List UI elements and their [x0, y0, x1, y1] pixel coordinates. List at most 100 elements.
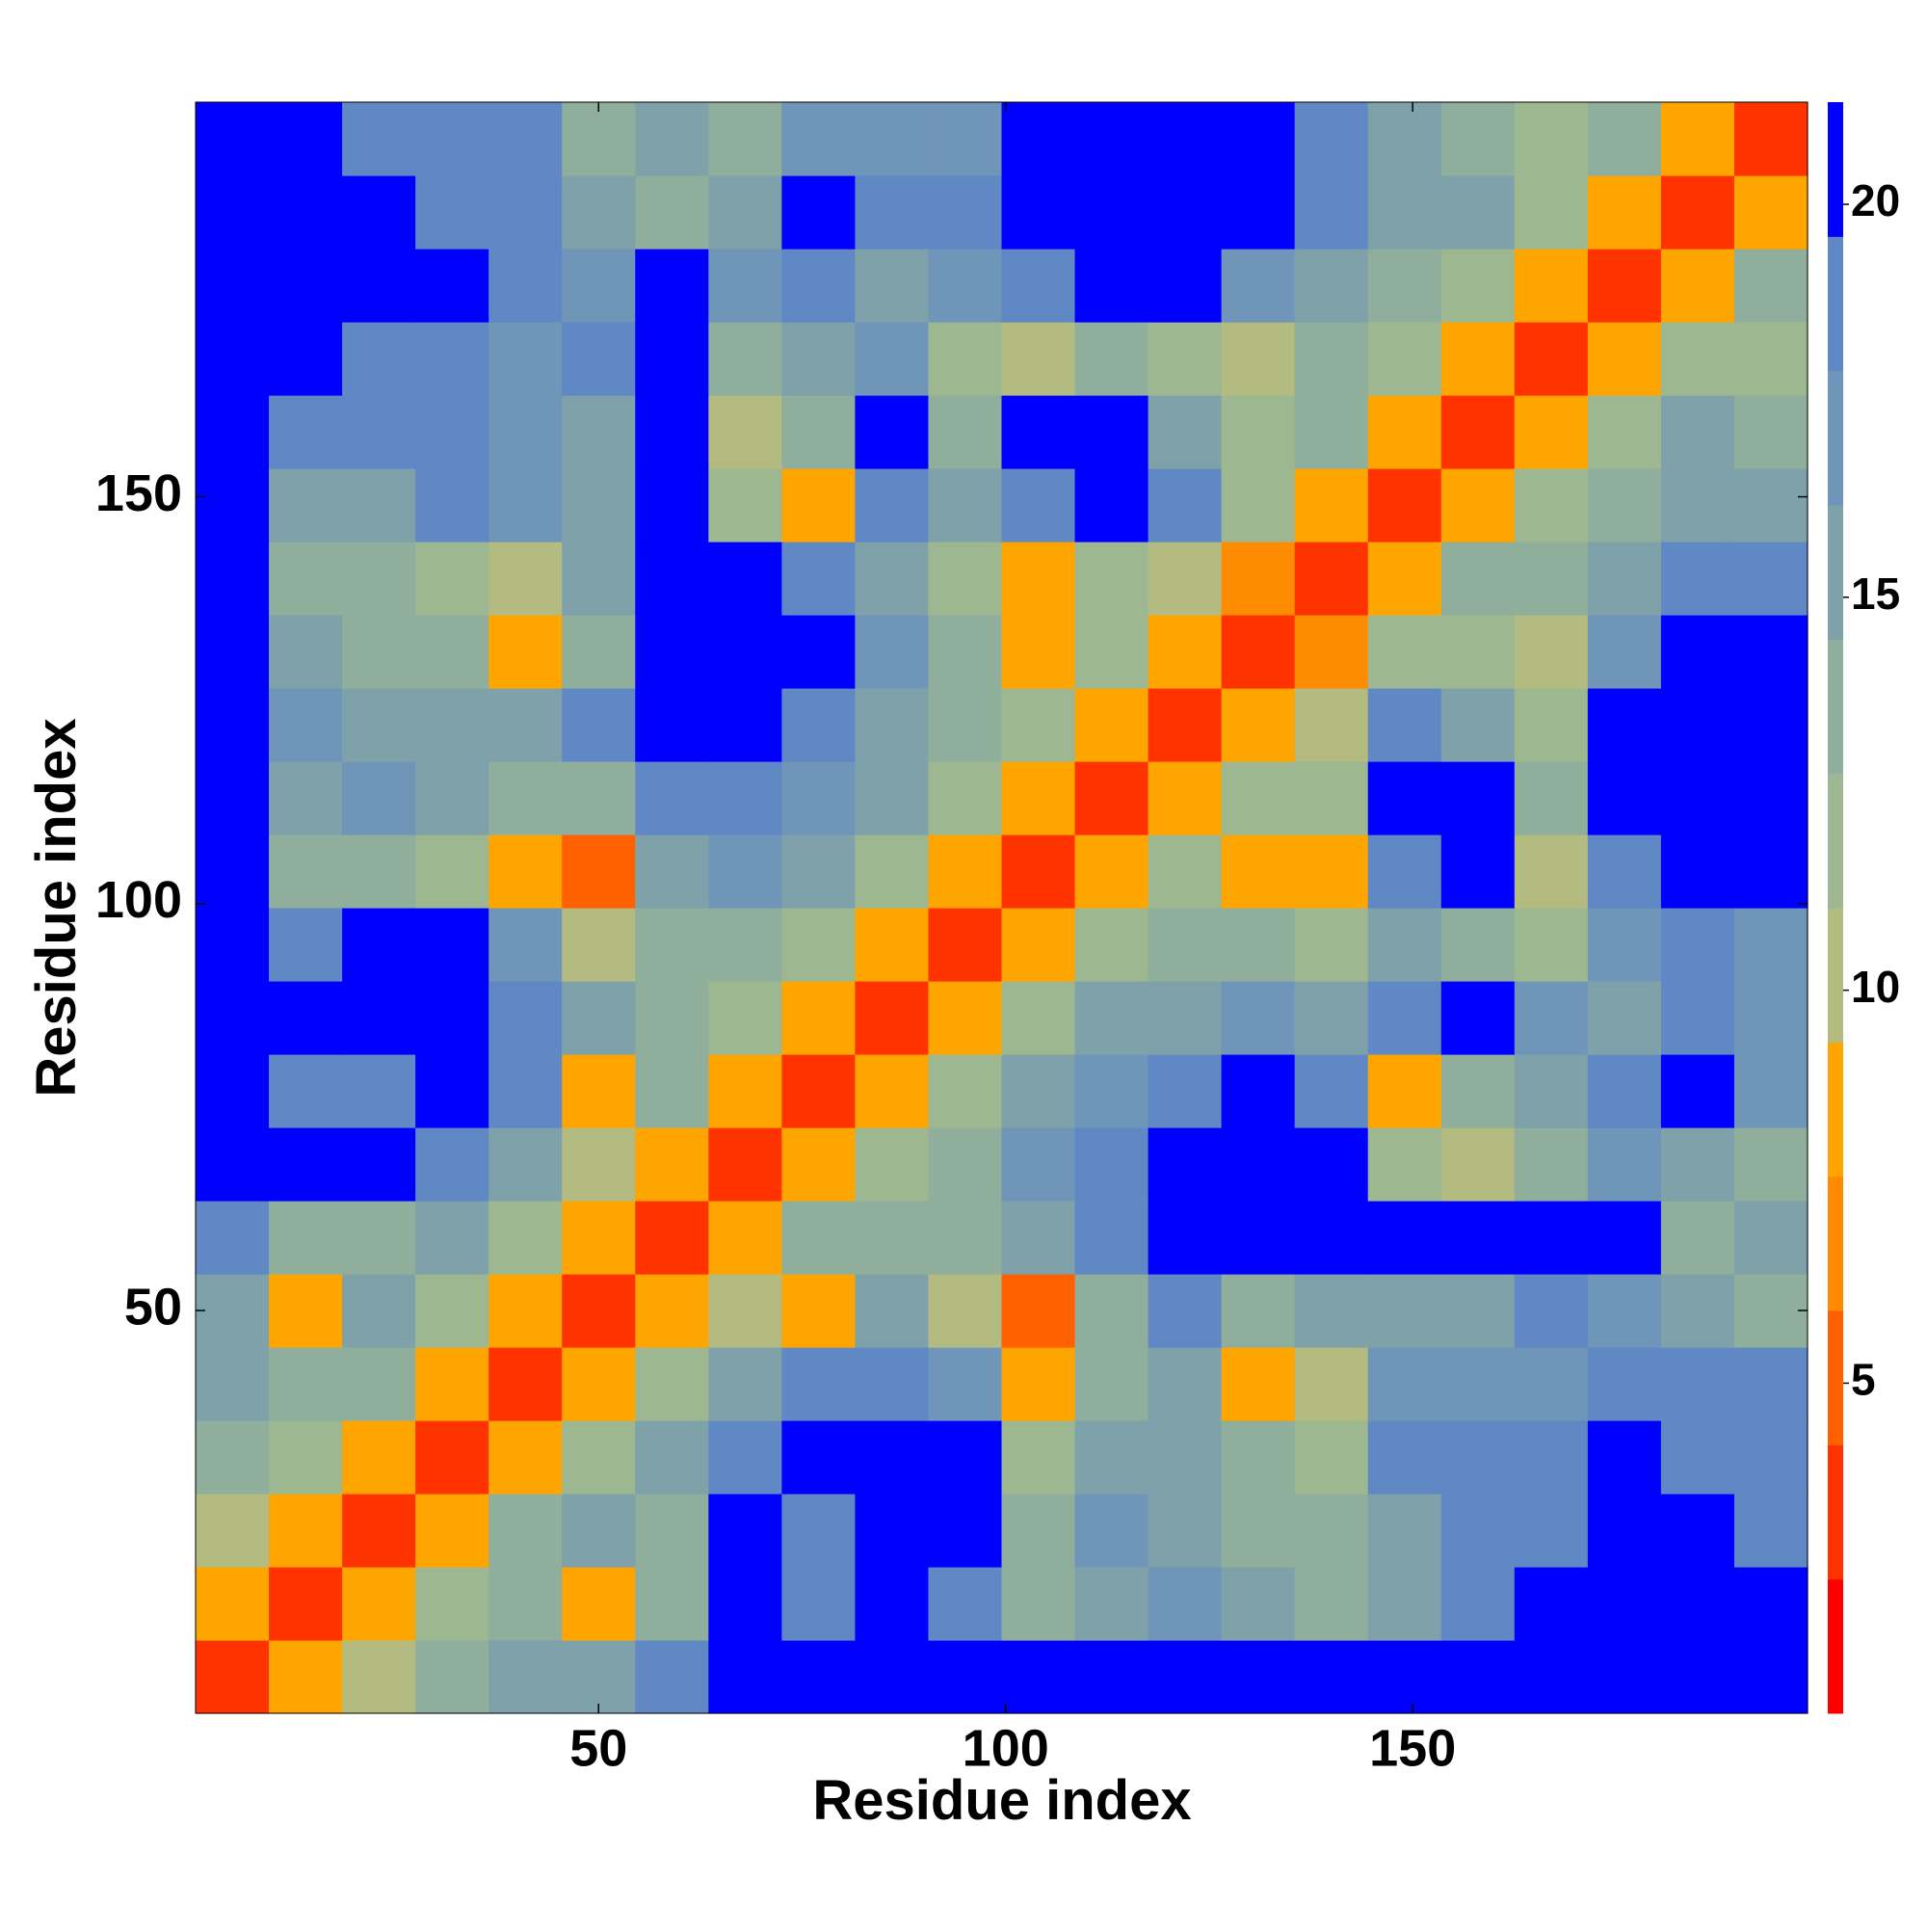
heatmap-cell — [1221, 688, 1296, 762]
heatmap-cell — [1660, 834, 1735, 909]
heatmap-cell — [1660, 1274, 1735, 1348]
colorbar-segment — [1828, 370, 1843, 506]
heatmap-cell — [342, 688, 416, 762]
heatmap-cell — [1733, 468, 1808, 543]
heatmap-cell — [342, 1054, 416, 1128]
heatmap-cell — [1440, 981, 1516, 1055]
heatmap-cell — [855, 102, 930, 176]
heatmap-cell — [415, 1201, 489, 1275]
heatmap-cell — [1221, 249, 1296, 323]
heatmap-cell — [1074, 1274, 1149, 1348]
heatmap-cell — [562, 1420, 636, 1495]
heatmap-cell — [342, 1567, 416, 1641]
heatmap-cell — [1660, 175, 1735, 250]
y-tick-label: 150 — [95, 464, 182, 522]
heatmap-cell — [1294, 468, 1369, 543]
heatmap-cell — [708, 1494, 782, 1568]
heatmap-cell — [562, 761, 636, 835]
heatmap-cell — [1367, 468, 1442, 543]
heatmap-cell — [1001, 322, 1076, 396]
heatmap-cell — [1587, 1347, 1662, 1421]
heatmap-cell — [1074, 542, 1149, 616]
heatmap-cell — [1514, 1420, 1589, 1495]
heatmap-cell — [1148, 761, 1223, 835]
heatmap-cell — [1514, 1054, 1589, 1128]
heatmap-cell — [415, 1127, 489, 1202]
heatmap-cell — [196, 615, 270, 689]
heatmap-cell — [1587, 542, 1662, 616]
heatmap-cell — [488, 1420, 563, 1495]
heatmap-cell — [415, 395, 489, 469]
heatmap-cell — [269, 1201, 343, 1275]
heatmap-cell — [928, 1274, 1003, 1348]
heatmap-cell — [635, 1201, 709, 1275]
plot-frame — [195, 101, 1808, 1714]
heatmap-cell — [708, 542, 782, 616]
colorbar-segment — [1828, 1578, 1843, 1714]
heatmap-cell — [1221, 761, 1296, 835]
heatmap-cell — [928, 1054, 1003, 1128]
heatmap-cell — [635, 322, 709, 396]
heatmap-cell — [855, 615, 930, 689]
heatmap-cell — [1733, 1274, 1808, 1348]
heatmap-cell — [562, 1274, 636, 1348]
heatmap-cell — [928, 175, 1003, 250]
heatmap-cell — [1294, 175, 1369, 250]
heatmap-cell — [342, 395, 416, 469]
heatmap-cell — [488, 1494, 563, 1568]
heatmap-cell — [928, 1347, 1003, 1421]
heatmap-cell — [488, 1274, 563, 1348]
heatmap-cell — [1001, 688, 1076, 762]
heatmap-cell — [1660, 1640, 1735, 1714]
heatmap-cell — [1221, 1054, 1296, 1128]
heatmap-cell — [781, 542, 857, 616]
heatmap-cell — [1367, 615, 1442, 689]
heatmap-cell — [781, 249, 857, 323]
heatmap-cell — [1733, 1054, 1808, 1128]
heatmap-cell — [635, 175, 709, 250]
heatmap-cell — [1660, 542, 1735, 616]
heatmap-cell — [1440, 249, 1516, 323]
heatmap-cell — [1440, 395, 1516, 469]
heatmap-cell — [1440, 1347, 1516, 1421]
heatmap-cell — [781, 981, 857, 1055]
heatmap-cell — [928, 1127, 1003, 1202]
colorbar-segment — [1828, 1310, 1843, 1445]
heatmap-cell — [1001, 1347, 1076, 1421]
heatmap-cell — [855, 981, 930, 1055]
heatmap-cell — [1440, 1274, 1516, 1348]
heatmap-cell — [488, 761, 563, 835]
heatmap-cell — [1367, 1567, 1442, 1641]
heatmap-cell — [1294, 688, 1369, 762]
heatmap-cell — [1587, 1274, 1662, 1348]
heatmap-cell — [635, 1127, 709, 1202]
heatmap-cell — [196, 834, 270, 909]
heatmap-cell — [1221, 1494, 1296, 1568]
heatmap-cell — [1660, 1347, 1735, 1421]
heatmap-cell — [635, 908, 709, 982]
heatmap-cell — [196, 468, 270, 543]
heatmap-cell — [196, 1640, 270, 1714]
heatmap-cell — [1587, 175, 1662, 250]
heatmap-cell — [1440, 1127, 1516, 1202]
heatmap-cell — [1294, 1420, 1369, 1495]
heatmap-cell — [1367, 981, 1442, 1055]
heatmap-cell — [1440, 688, 1516, 762]
heatmap-cell — [635, 615, 709, 689]
heatmap-cell — [562, 908, 636, 982]
heatmap-cell — [1440, 1640, 1516, 1714]
heatmap-cell — [342, 1347, 416, 1421]
heatmap-cell — [1587, 834, 1662, 909]
heatmap-cell — [1733, 761, 1808, 835]
heatmap-cell — [1148, 1201, 1223, 1275]
heatmap-cell — [488, 175, 563, 250]
heatmap-cell — [196, 1274, 270, 1348]
heatmap-cell — [1001, 1127, 1076, 1202]
heatmap-cell — [1440, 175, 1516, 250]
x-tick-label: 150 — [1369, 1719, 1456, 1777]
heatmap-cell — [855, 1640, 930, 1714]
heatmap-cell — [708, 1201, 782, 1275]
colorbar-tick-label: 10 — [1851, 962, 1900, 1012]
heatmap-cell — [1733, 1567, 1808, 1641]
heatmap-cell — [708, 1054, 782, 1128]
